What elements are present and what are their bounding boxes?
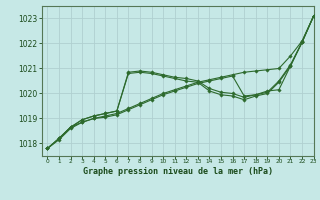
X-axis label: Graphe pression niveau de la mer (hPa): Graphe pression niveau de la mer (hPa) bbox=[83, 167, 273, 176]
